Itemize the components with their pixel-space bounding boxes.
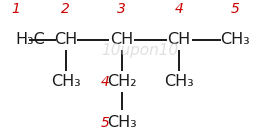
Text: 3: 3 (117, 2, 126, 16)
Text: CH₂: CH₂ (107, 74, 137, 89)
Text: CH₃: CH₃ (164, 74, 194, 89)
Text: 5: 5 (231, 2, 240, 16)
Text: CH₃: CH₃ (107, 115, 137, 130)
Text: CH: CH (110, 32, 134, 47)
Text: H₃C: H₃C (15, 32, 45, 47)
Text: 1: 1 (11, 2, 20, 16)
Text: 10upon10: 10upon10 (101, 43, 179, 58)
Text: 2: 2 (61, 2, 70, 16)
Text: 4: 4 (100, 75, 109, 89)
Text: 5: 5 (100, 116, 109, 130)
Text: CH₃: CH₃ (220, 32, 250, 47)
Text: CH₃: CH₃ (51, 74, 81, 89)
Text: CH: CH (54, 32, 78, 47)
Text: 4: 4 (175, 2, 184, 16)
Text: CH: CH (167, 32, 191, 47)
